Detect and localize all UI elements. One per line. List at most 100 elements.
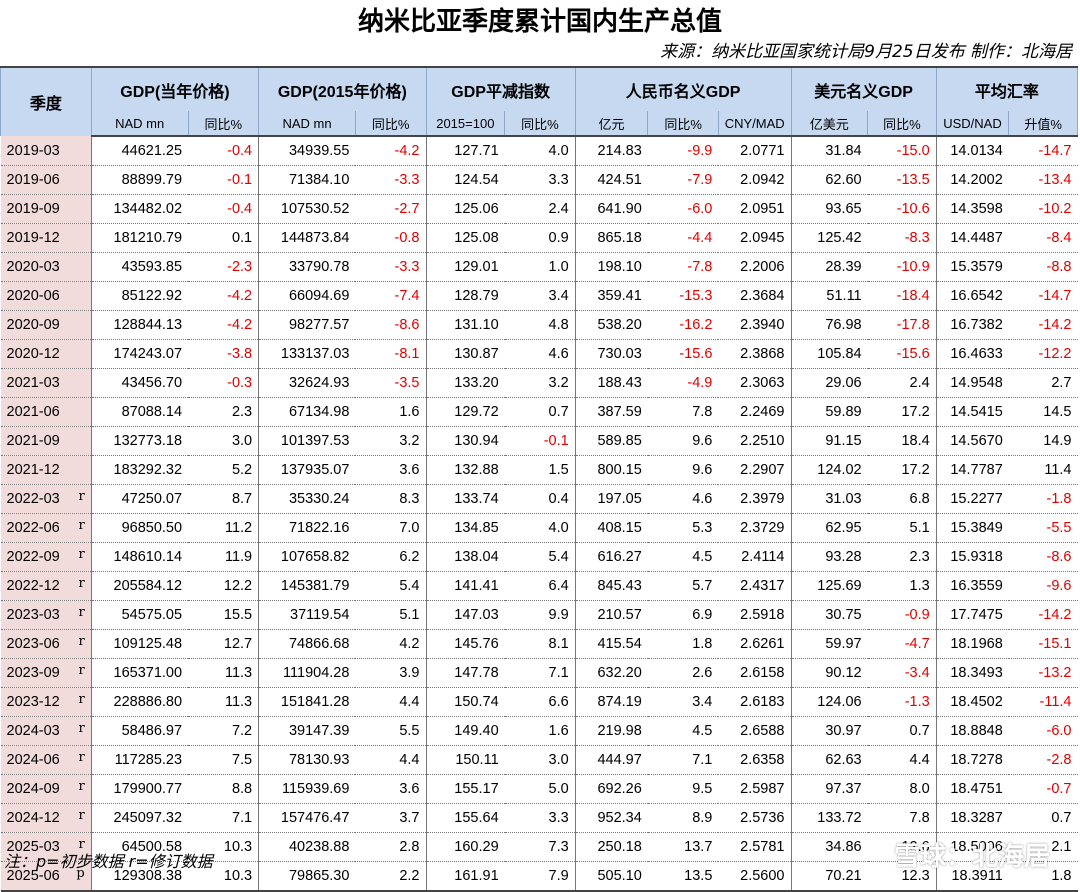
value-cell: 125.08 [425, 223, 505, 253]
value-cell: -8.6 [355, 310, 426, 340]
value-cell: 2.0942 [718, 165, 791, 195]
value-cell: 64500.58 [90, 832, 189, 862]
revision-mark: r [78, 489, 85, 504]
value-cell: 3.2 [355, 426, 426, 456]
value-cell: -14.7 [1008, 281, 1078, 311]
value-cell: 845.43 [574, 571, 648, 601]
value-cell: -4.2 [188, 310, 259, 340]
subheader-cell: NAD mn [258, 111, 356, 137]
table-row: 2023-03 r 54575.05 15.5 37119.54 5.1 147.03 9.9… [0, 600, 1078, 630]
revision-mark: r [78, 663, 85, 678]
table-row: 2019-06 88899.79 -0.1 71384.10 -3.3 124.54 3.3… [0, 165, 1078, 195]
value-cell: 44621.25 [90, 136, 189, 166]
value-cell: -10.6 [867, 194, 937, 224]
value-cell: -4.7 [867, 629, 937, 659]
value-cell: 4.0 [504, 136, 576, 166]
value-cell: 2.5918 [718, 600, 791, 630]
value-cell: 40238.88 [258, 832, 356, 862]
value-cell: 692.26 [574, 774, 648, 804]
value-cell: 31.84 [790, 136, 868, 166]
revision-mark: r [78, 547, 85, 562]
value-cell: -4.2 [355, 136, 426, 166]
quarter-label: 2020-03 [6, 259, 60, 275]
value-cell: 6.9 [647, 600, 719, 630]
value-cell: 129.72 [425, 397, 505, 427]
value-cell: 3.0 [188, 426, 259, 456]
value-cell: -3.3 [355, 252, 426, 282]
quarter-cell: 2020-12 [0, 339, 92, 369]
value-cell: 2.5987 [718, 774, 791, 804]
value-cell: 12.2 [188, 571, 259, 601]
value-cell: 70.21 [790, 861, 868, 892]
quarter-cell: 2020-09 [0, 310, 92, 340]
quarter-cell: 2021-03 [0, 368, 92, 398]
revision-mark: r [78, 750, 85, 765]
value-cell: 408.15 [574, 513, 648, 543]
value-cell: -1.3 [867, 687, 937, 717]
quarter-label: 2021-03 [6, 375, 60, 391]
value-cell: 128.79 [425, 281, 505, 311]
revision-mark: r [78, 721, 85, 736]
value-cell: -4.4 [647, 223, 719, 253]
value-cell: -2.8 [1008, 745, 1078, 775]
quarter-label: 2021-06 [6, 404, 60, 420]
watermark-logo: 雪球：北海居 [893, 842, 1050, 872]
value-cell: 2.5781 [718, 832, 791, 862]
subheader-cell: 2015=100 [425, 111, 506, 137]
value-cell: 188.43 [574, 368, 648, 398]
value-cell: 150.11 [425, 745, 505, 775]
table-row: 2021-06 87088.14 2.3 67134.98 1.6 129.72 0.7 38… [0, 397, 1078, 427]
subheader-cell: 亿元 [574, 111, 649, 137]
value-cell: 2.6158 [718, 658, 791, 688]
quarter-label: 2019-12 [6, 230, 60, 246]
value-cell: 130.94 [425, 426, 505, 456]
header-gdp-deflator: GDP平减指数 [425, 66, 576, 111]
quarter-cell: 2023-03 r [0, 600, 92, 630]
value-cell: 85122.92 [90, 281, 189, 311]
table-row: 2019-09 134482.02 -0.4 107530.52 -2.7 125.06 2… [0, 194, 1078, 224]
value-cell: 7.5 [188, 745, 259, 775]
quarter-cell: 2019-03 [0, 136, 92, 166]
value-cell: 4.6 [504, 339, 576, 369]
value-cell: 133137.03 [258, 339, 356, 369]
quarter-cell: 2023-06 r [0, 629, 92, 659]
value-cell: 5.4 [504, 542, 576, 572]
quarter-label: 2020-09 [6, 317, 60, 333]
value-cell: 2.5736 [718, 803, 791, 833]
value-cell: 179900.77 [90, 774, 189, 804]
value-cell: 3.3 [504, 165, 576, 195]
value-cell: 157476.47 [258, 803, 356, 833]
subheader-cell: 升值% [1008, 111, 1078, 137]
value-cell: 2.3 [188, 397, 259, 427]
value-cell: -15.0 [867, 136, 937, 166]
value-cell: -13.4 [1008, 165, 1078, 195]
value-cell: -8.3 [867, 223, 937, 253]
value-cell: 109125.48 [90, 629, 189, 659]
value-cell: 7.1 [647, 745, 719, 775]
value-cell: 138.04 [425, 542, 505, 572]
value-cell: 125.42 [790, 223, 868, 253]
value-cell: 183292.32 [90, 455, 189, 485]
value-cell: 174243.07 [90, 339, 189, 369]
header-quarter: 季度 [0, 66, 92, 136]
value-cell: 2.0771 [718, 136, 791, 166]
value-cell: -13.5 [867, 165, 937, 195]
value-cell: 2.2907 [718, 455, 791, 485]
value-cell: 37119.54 [258, 600, 356, 630]
value-cell: 5.1 [867, 513, 937, 543]
value-cell: 4.6 [647, 484, 719, 514]
value-cell: 730.03 [574, 339, 648, 369]
quarter-label: 2023-12 [6, 694, 60, 710]
value-cell: 14.0134 [935, 136, 1009, 166]
value-cell: 4.0 [504, 513, 576, 543]
quarter-cell: 2020-06 [0, 281, 92, 311]
table-row: 2021-03 43456.70 -0.3 32624.93 -3.5 133.20 3.2… [0, 368, 1078, 398]
value-cell: 14.3598 [935, 194, 1009, 224]
value-cell: 4.8 [504, 310, 576, 340]
value-cell: 800.15 [574, 455, 648, 485]
value-cell: -1.8 [1008, 484, 1078, 514]
quarter-label: 2020-12 [6, 346, 60, 362]
value-cell: 147.03 [425, 600, 505, 630]
value-cell: -10.9 [867, 252, 937, 282]
value-cell: 151841.28 [258, 687, 356, 717]
